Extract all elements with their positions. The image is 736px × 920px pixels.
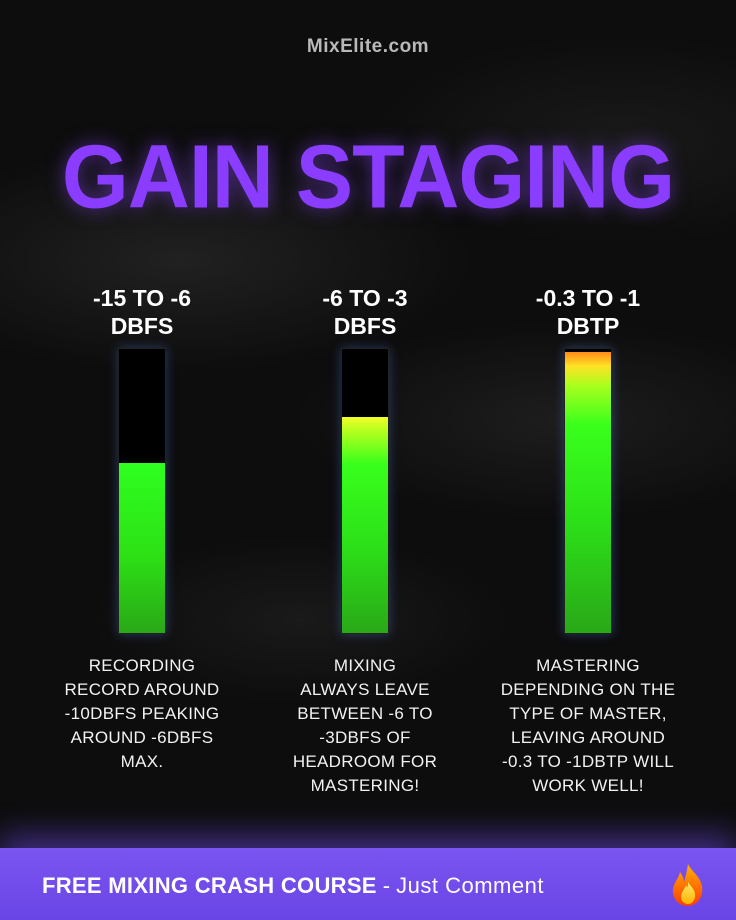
description-line: ALWAYS LEAVE <box>300 680 430 699</box>
footer-banner[interactable]: FREE MIXING CRASH COURSE - Just Comment <box>0 848 736 920</box>
meter-fill <box>565 351 611 633</box>
description-line: MIXING <box>333 656 397 675</box>
range-line-1: -0.3 TO -1 <box>535 285 641 311</box>
meter-column-recording: -15 TO -6 DBFS RECORDING RECORD AROUND -… <box>42 284 242 771</box>
cta-bold-text: FREE MIXING CRASH COURSE <box>42 873 377 898</box>
description: MASTERING DEPENDING ON THE TYPE OF MASTE… <box>488 654 688 798</box>
description-line: AROUND -6DBFS <box>70 728 214 747</box>
range-line-2: DBTP <box>556 313 620 339</box>
description-line: DEPENDING ON THE <box>500 680 676 699</box>
meter-fill <box>342 417 388 633</box>
description-line: -10DBFS PEAKING <box>64 704 220 723</box>
range-line-2: DBFS <box>110 313 174 339</box>
description-line: -0.3 TO -1DBTP WILL <box>502 752 674 771</box>
page-title: GAIN STAGING <box>61 126 675 228</box>
range-line-2: DBFS <box>333 313 397 339</box>
description-line: WORK WELL! <box>532 776 644 795</box>
cta-separator: - <box>382 873 391 898</box>
range-line-1: -15 TO -6 <box>93 285 191 311</box>
description: RECORDING RECORD AROUND -10DBFS PEAKING … <box>42 654 242 774</box>
description-line: HEADROOM FOR <box>292 752 438 771</box>
description-line: -3DBFS OF <box>319 728 411 747</box>
level-meter <box>118 348 166 634</box>
description-line: RECORDING <box>88 656 196 675</box>
description-line: BETWEEN -6 TO <box>297 704 433 723</box>
range-label: -15 TO -6 DBFS <box>42 284 242 340</box>
level-meter <box>341 348 389 634</box>
footer-cta: FREE MIXING CRASH COURSE - Just Comment <box>42 873 544 899</box>
description-line: MASTERING <box>536 656 640 675</box>
range-label: -6 TO -3 DBFS <box>265 284 465 340</box>
description-line: MAX. <box>120 752 164 771</box>
brand-name: MixElite.com <box>306 36 430 57</box>
description: MIXING ALWAYS LEAVE BETWEEN -6 TO -3DBFS… <box>265 654 465 798</box>
description-line: RECORD AROUND <box>64 680 220 699</box>
range-line-1: -6 TO -3 <box>322 285 408 311</box>
range-label: -0.3 TO -1 DBTP <box>488 284 688 340</box>
description-line: TYPE OF MASTER, <box>509 704 667 723</box>
cta-light-text: Just Comment <box>396 873 544 898</box>
description-line: LEAVING AROUND <box>510 728 666 747</box>
meter-column-mixing: -6 TO -3 DBFS MIXING ALWAYS LEAVE BETWEE… <box>265 284 465 795</box>
level-meter <box>564 348 612 634</box>
description-line: MASTERING! <box>310 776 420 795</box>
flame-icon <box>672 864 703 906</box>
meter-fill <box>119 462 165 633</box>
meter-column-mastering: -0.3 TO -1 DBTP MASTERING DEPENDING ON T… <box>488 284 688 795</box>
